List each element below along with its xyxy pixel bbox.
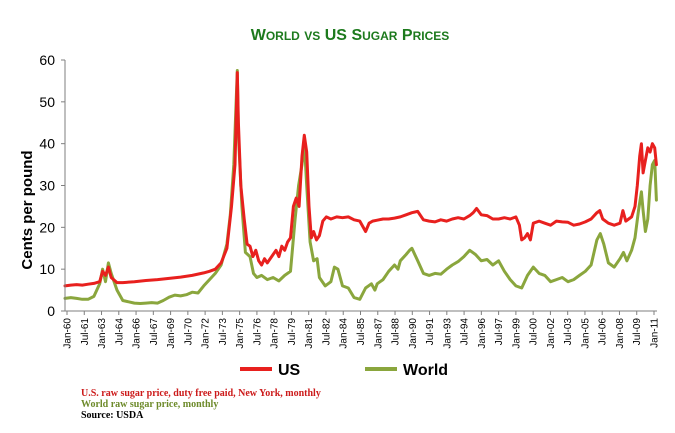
y-axis: 0 10 20 30 40 50 60 [39,52,65,319]
x-tick-label: Jan-02 [546,318,557,349]
x-tick-label: Jan-93 [442,318,453,349]
x-tick-label: Jan-05 [580,318,591,349]
x-tick-label: Jan-75 [235,318,246,349]
x-tick-label: Jul-73 [218,318,229,346]
y-tick-label: 30 [39,178,55,194]
legend-label-world: World [403,362,448,379]
x-tick-label: Jan-96 [477,318,488,349]
x-tick-label: Jan-72 [201,318,212,349]
x-tick-label: Jul-88 [391,318,402,346]
x-tick-label: Jul-03 [563,318,574,346]
y-tick-label: 50 [39,94,55,110]
x-tick-label: Jan-08 [615,318,626,349]
y-tick-label: 10 [39,261,55,277]
x-tick-label: Jul-00 [529,318,540,346]
x-tick-label: Jul-09 [632,318,643,346]
x-tick-label: Jul-06 [598,318,609,346]
x-tick-label: Jul-82 [321,318,332,346]
x-tick-label: Jan-78 [270,318,281,349]
x-tick-label: Jan-90 [408,318,419,349]
series-line-world [63,69,658,305]
x-tick-label: Jul-85 [356,318,367,346]
y-tick-label: 40 [39,136,55,152]
x-tick-label: Jan-60 [63,318,74,349]
x-tick-label: Jul-91 [425,318,436,346]
note-source: Source: USDA [81,410,144,421]
x-tick-label: Jan-63 [97,318,108,349]
x-tick-label: Jul-97 [494,318,505,346]
x-tick-label: Jul-67 [149,318,160,346]
legend-label-us: US [278,362,301,379]
y-tick-label: 60 [39,52,55,68]
x-tick-label: Jul-64 [114,318,125,346]
legend: US World [240,362,448,379]
x-tick-label: Jul-70 [183,318,194,346]
x-tick-label: Jul-76 [252,318,263,346]
x-tick-label: Jul-94 [460,318,471,346]
chart-title: WORLD VS US SUGAR PRICES [251,27,450,44]
y-axis-label: Cents per pound [19,150,36,269]
note-world-series: World raw sugar price, monthly [81,399,219,410]
x-tick-label: Jan-81 [304,318,315,349]
x-axis: Jan-60 Jul-61 Jan-63 Jul-64 Jan-66 Jul-67 Jan-… [63,311,661,349]
y-tick-label: 0 [47,303,55,319]
x-tick-label: Jul-61 [80,318,91,346]
series-line-us [63,71,658,288]
x-tick-label: Jan-66 [132,318,143,349]
y-tick-label: 20 [39,219,55,235]
x-tick-label: Jul-79 [287,318,298,346]
x-tick-label: Jan-99 [511,318,522,349]
x-tick-label: Jan-11 [650,318,661,348]
note-us-series: U.S. raw sugar price, duty free paid, Ne… [81,388,321,399]
series-layer [63,69,658,305]
x-tick-label: Jan-69 [166,318,177,349]
x-tick-label: Jan-87 [373,318,384,349]
x-tick-label: Jan-84 [339,318,350,349]
